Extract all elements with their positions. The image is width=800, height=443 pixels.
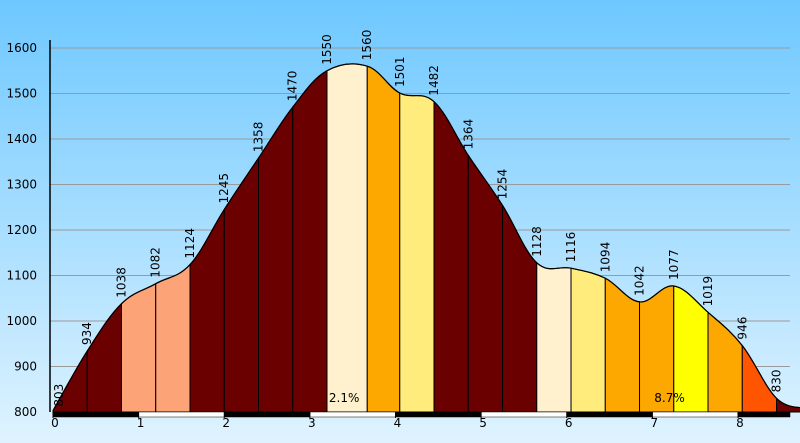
elevation-segment	[121, 282, 157, 413]
elevation-segment	[292, 69, 328, 413]
axes: 800 900 1000 1100 1200 1300 1400 1500 1600 0 1 2 3 4 5…	[6, 40, 791, 430]
elevation-label: 1245	[217, 173, 231, 204]
distance-scale-bar	[52, 411, 139, 418]
elevation-label: 1560	[360, 30, 374, 61]
elevation-label: 1470	[286, 71, 300, 102]
y-tick-label: 1300	[6, 178, 37, 192]
elevation-label: 1077	[667, 249, 681, 280]
distance-scale-bar	[138, 411, 225, 418]
elevation-label: 1082	[149, 247, 163, 278]
gradient-label: 8.7%	[654, 391, 685, 405]
elevation-segment	[536, 261, 572, 413]
elevation-label: 1116	[564, 232, 578, 263]
elevation-label: 1019	[701, 276, 715, 307]
elevation-label: 1364	[461, 119, 475, 150]
distance-scale-bar	[480, 411, 567, 418]
distance-scale-bar	[652, 411, 739, 418]
data-labels: 803 934 1038 1082 1124 1245 1358 1470 1550 1560 15…	[52, 30, 784, 407]
elevation-segment	[366, 65, 401, 413]
profile-outline	[52, 63, 800, 411]
x-tick-label: 3	[308, 416, 316, 430]
y-tick-label: 1200	[6, 223, 37, 237]
elevation-label: 1042	[633, 265, 647, 296]
y-tick-label: 1600	[6, 41, 37, 55]
y-tick-label: 800	[14, 405, 37, 419]
elevation-segment	[570, 267, 606, 413]
elevation-label: 1094	[598, 242, 612, 273]
y-tick-label: 900	[14, 360, 37, 374]
elevation-label: 1124	[183, 228, 197, 259]
elevation-label: 934	[80, 322, 94, 345]
x-tick-label: 4	[394, 416, 402, 430]
elevation-segment	[399, 92, 435, 413]
distance-scale-bar	[309, 411, 396, 418]
elevation-label: 1128	[530, 226, 544, 257]
y-tick-label: 1400	[6, 132, 37, 146]
x-tick-label: 1	[137, 416, 145, 430]
y-tick-label: 1500	[6, 87, 37, 101]
x-tick-label: 6	[565, 416, 573, 430]
elevation-label: 1482	[427, 65, 441, 96]
x-tick-label: 5	[479, 416, 487, 430]
x-tick-label: 7	[651, 416, 659, 430]
distance-scale-bar	[395, 411, 482, 418]
x-tick-label: 2	[222, 416, 230, 430]
elevation-label: 1358	[252, 122, 266, 153]
elevation-segment	[326, 63, 368, 413]
x-tick-label: 8	[736, 416, 744, 430]
distance-scale-bar	[224, 411, 311, 418]
y-tick-label: 1000	[6, 314, 37, 328]
gradient-label: 2.1%	[329, 391, 360, 405]
elevation-label: 830	[770, 369, 784, 392]
elevation-label: 946	[735, 317, 749, 340]
elevation-label: 1254	[496, 169, 510, 200]
elevation-label: 1550	[320, 34, 334, 65]
elevation-segment	[155, 263, 191, 413]
elevation-label: 1038	[115, 267, 129, 298]
distance-scale-bar	[566, 411, 653, 418]
distance-scale-bar	[737, 411, 791, 418]
elevation-label: 803	[52, 384, 66, 407]
elevation-label: 1501	[393, 56, 407, 87]
x-tick-label: 0	[51, 416, 59, 430]
y-tick-label: 1100	[6, 269, 37, 283]
